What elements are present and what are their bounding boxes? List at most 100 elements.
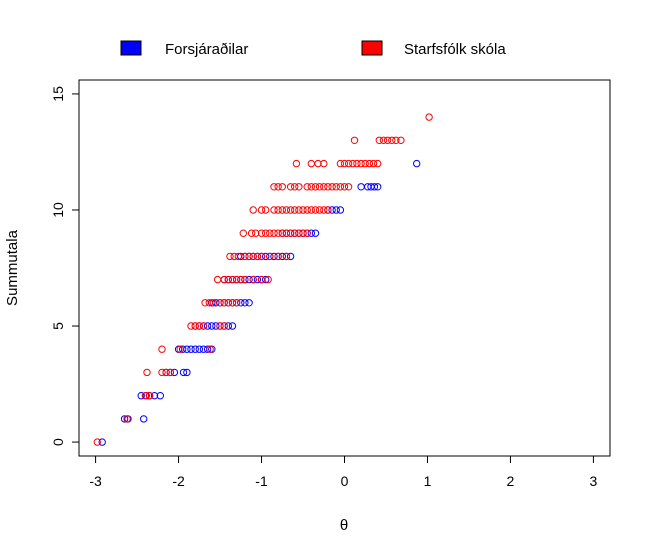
point-forsjaradilar [120, 415, 129, 423]
point-starfsfolk-skola [349, 159, 357, 168]
point-starfsfolk-skola [274, 252, 282, 261]
point-forsjaradilar [137, 392, 145, 400]
point-forsjaradilar [195, 345, 204, 353]
x-tick-label: -3 [89, 473, 102, 489]
point-starfsfolk-skola [375, 136, 383, 145]
x-tick-label: -1 [255, 473, 268, 489]
point-forsjaradilar [332, 206, 340, 214]
point-starfsfolk-skola [257, 206, 266, 214]
point-starfsfolk-skola [237, 275, 245, 284]
point-forsjaradilar [156, 392, 165, 400]
point-starfsfolk-skola [145, 392, 154, 400]
point-starfsfolk-skola [282, 229, 291, 237]
point-starfsfolk-skola [286, 229, 295, 237]
point-starfsfolk-skola [365, 159, 374, 168]
point-starfsfolk-skola [324, 206, 332, 214]
y-tick-label: 5 [50, 322, 66, 330]
point-starfsfolk-skola [257, 252, 266, 261]
point-starfsfolk-skola [332, 183, 340, 191]
point-forsjaradilar [191, 345, 199, 353]
x-tick-label: 0 [341, 473, 349, 489]
point-starfsfolk-skola [291, 206, 299, 214]
plot-frame [78, 79, 611, 457]
point-forsjaradilar [203, 322, 212, 330]
point-forsjaradilar [245, 299, 253, 307]
point-starfsfolk-skola [320, 159, 328, 168]
point-starfsfolk-skola [392, 136, 400, 145]
point-forsjaradilar [98, 438, 106, 446]
point-starfsfolk-skola [143, 368, 151, 377]
point-starfsfolk-skola [388, 136, 396, 145]
point-starfsfolk-skola [176, 345, 184, 353]
point-starfsfolk-skola [307, 206, 315, 214]
point-starfsfolk-skola [239, 229, 248, 237]
point-starfsfolk-skola [344, 159, 353, 168]
point-starfsfolk-skola [230, 252, 238, 261]
point-forsjaradilar [307, 229, 315, 237]
point-forsjaradilar [179, 345, 187, 353]
point-forsjaradilar [270, 252, 278, 261]
point-starfsfolk-skola [320, 206, 328, 214]
point-forsjaradilar [183, 368, 191, 377]
point-starfsfolk-skola [232, 299, 241, 307]
point-starfsfolk-skola [350, 136, 359, 145]
point-starfsfolk-skola [93, 438, 102, 446]
point-starfsfolk-skola [397, 136, 405, 145]
point-forsjaradilar [140, 415, 148, 423]
point-starfsfolk-skola [315, 183, 324, 191]
point-starfsfolk-skola [328, 183, 336, 191]
point-starfsfolk-skola [262, 229, 270, 237]
point-starfsfolk-skola [216, 322, 224, 330]
point-starfsfolk-skola [278, 229, 286, 237]
point-starfsfolk-skola [295, 229, 303, 237]
y-tick-label: 0 [50, 438, 66, 446]
point-starfsfolk-skola [228, 275, 237, 284]
point-starfsfolk-skola [292, 159, 301, 168]
point-starfsfolk-skola [249, 252, 257, 261]
point-starfsfolk-skola [295, 183, 303, 191]
point-starfsfolk-skola [307, 183, 315, 191]
point-starfsfolk-skola [252, 229, 260, 237]
point-forsjaradilar [228, 322, 237, 330]
point-starfsfolk-skola [295, 206, 303, 214]
point-forsjaradilar [170, 368, 179, 377]
y-tick-label: 15 [50, 86, 66, 102]
point-starfsfolk-skola [191, 322, 199, 330]
point-forsjaradilar [187, 345, 195, 353]
point-forsjaradilar [328, 206, 336, 214]
point-starfsfolk-skola [282, 252, 291, 261]
y-axis-title: Summutala [4, 229, 21, 306]
point-starfsfolk-skola [224, 299, 233, 307]
point-starfsfolk-skola [286, 206, 295, 214]
point-starfsfolk-skola [241, 252, 249, 261]
point-starfsfolk-skola [357, 159, 365, 168]
point-starfsfolk-skola [274, 183, 282, 191]
point-starfsfolk-skola [205, 299, 214, 307]
point-starfsfolk-skola [361, 159, 369, 168]
point-starfsfolk-skola [299, 206, 307, 214]
point-forsjaradilar [278, 252, 286, 261]
point-starfsfolk-skola [264, 275, 272, 284]
point-starfsfolk-skola [228, 299, 237, 307]
legend: Forsjáraðilar Starfsfólk skóla [120, 40, 506, 58]
point-starfsfolk-skola [307, 159, 315, 168]
point-forsjaradilar [262, 252, 270, 261]
point-forsjaradilar [253, 275, 262, 284]
point-starfsfolk-skola [226, 252, 234, 261]
point-starfsfolk-skola [383, 136, 392, 145]
point-forsjaradilar [237, 299, 245, 307]
point-starfsfolk-skola [220, 299, 228, 307]
point-starfsfolk-skola [379, 136, 388, 145]
x-tick-label: 1 [424, 473, 432, 489]
point-starfsfolk-skola [336, 183, 345, 191]
point-starfsfolk-skola [249, 206, 257, 214]
point-starfsfolk-skola [266, 229, 274, 237]
data-points [93, 113, 433, 446]
legend-label-forsjaradilar: Forsjáraðilar [165, 41, 248, 58]
point-starfsfolk-skola [224, 275, 233, 284]
point-starfsfolk-skola [195, 322, 204, 330]
point-starfsfolk-skola [257, 275, 266, 284]
point-starfsfolk-skola [425, 113, 433, 121]
point-forsjaradilar [212, 322, 220, 330]
